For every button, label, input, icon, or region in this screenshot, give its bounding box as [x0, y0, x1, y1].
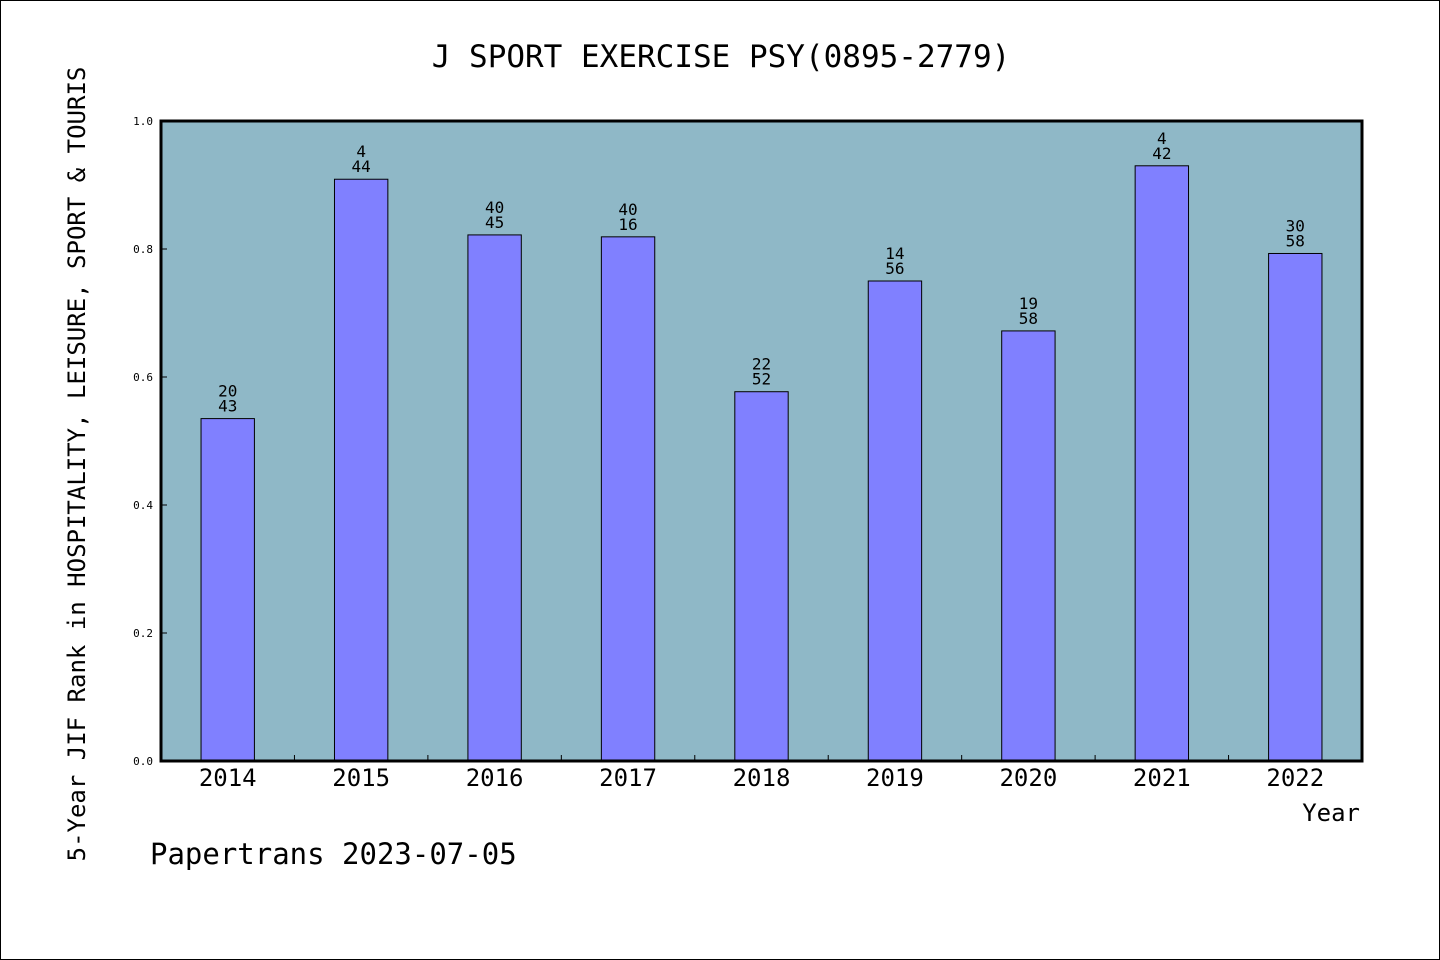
bar-total-label: 44	[352, 157, 371, 176]
bar-2022	[1268, 252, 1323, 762]
bar-rank-label: 40	[618, 200, 637, 219]
x-tick-label: 2018	[733, 764, 791, 792]
bar-rank-label: 4	[1157, 129, 1167, 148]
bar-total-label: 58	[1019, 309, 1038, 328]
bar-total-label: 42	[1152, 144, 1171, 163]
x-tick-label: 2016	[466, 764, 524, 792]
y-tick-label: 0.2	[133, 627, 153, 640]
bar-2015	[333, 178, 389, 762]
bar-2016	[467, 234, 522, 762]
chart-title: J SPORT EXERCISE PSY(0895-2779)	[432, 39, 1011, 75]
x-tick-label: 2021	[1133, 764, 1191, 792]
y-tick-label: 1.0	[133, 115, 153, 128]
x-tick-label: 2017	[599, 764, 657, 792]
bar-rank-label: 19	[1019, 294, 1038, 313]
bar-rank-label: 4	[356, 142, 366, 161]
bar-2019	[867, 280, 923, 762]
y-tick-label: 0.0	[133, 755, 153, 768]
bar-rank-label: 14	[885, 244, 904, 263]
x-tick-label: 2019	[866, 764, 924, 792]
x-tick-label: 2022	[1266, 764, 1324, 792]
bars	[200, 165, 1323, 762]
x-tick-label: 2014	[199, 764, 257, 792]
bar-2018	[734, 391, 789, 762]
bar-2020	[1001, 330, 1056, 762]
bar-total-label: 56	[885, 259, 904, 278]
bar-total-label: 52	[752, 370, 771, 389]
bar-total-label: 43	[218, 397, 237, 416]
bar-2021	[1134, 165, 1190, 762]
footer-credit: Papertrans 2023-07-05	[150, 837, 517, 871]
x-tick-label: 2020	[999, 764, 1057, 792]
x-axis-ticks: 2014 2015 2016 2017 2018 2019 2020 2021 2022	[199, 755, 1324, 792]
x-axis-label: Year	[1302, 799, 1360, 827]
y-tick-label: 0.6	[133, 371, 153, 384]
bar-rank-label: 20	[218, 382, 237, 401]
x-tick-label: 2015	[332, 764, 390, 792]
y-tick-label: 0.8	[133, 243, 153, 256]
plot-border	[159, 119, 1364, 763]
bar-rank-label: 30	[1286, 216, 1305, 235]
y-tick-label: 0.4	[133, 499, 153, 512]
bar-2017	[600, 236, 656, 762]
bar-rank-label: 22	[752, 355, 771, 374]
bar-2014	[200, 418, 255, 762]
bar-total-label: 45	[485, 213, 504, 232]
bar-total-label: 58	[1286, 231, 1305, 250]
bar-total-label: 16	[618, 215, 637, 234]
bar-rank-label: 40	[485, 198, 504, 217]
y-axis-label: 5-Year JIF Rank in HOSPITALITY, LEISURE,…	[63, 67, 91, 862]
